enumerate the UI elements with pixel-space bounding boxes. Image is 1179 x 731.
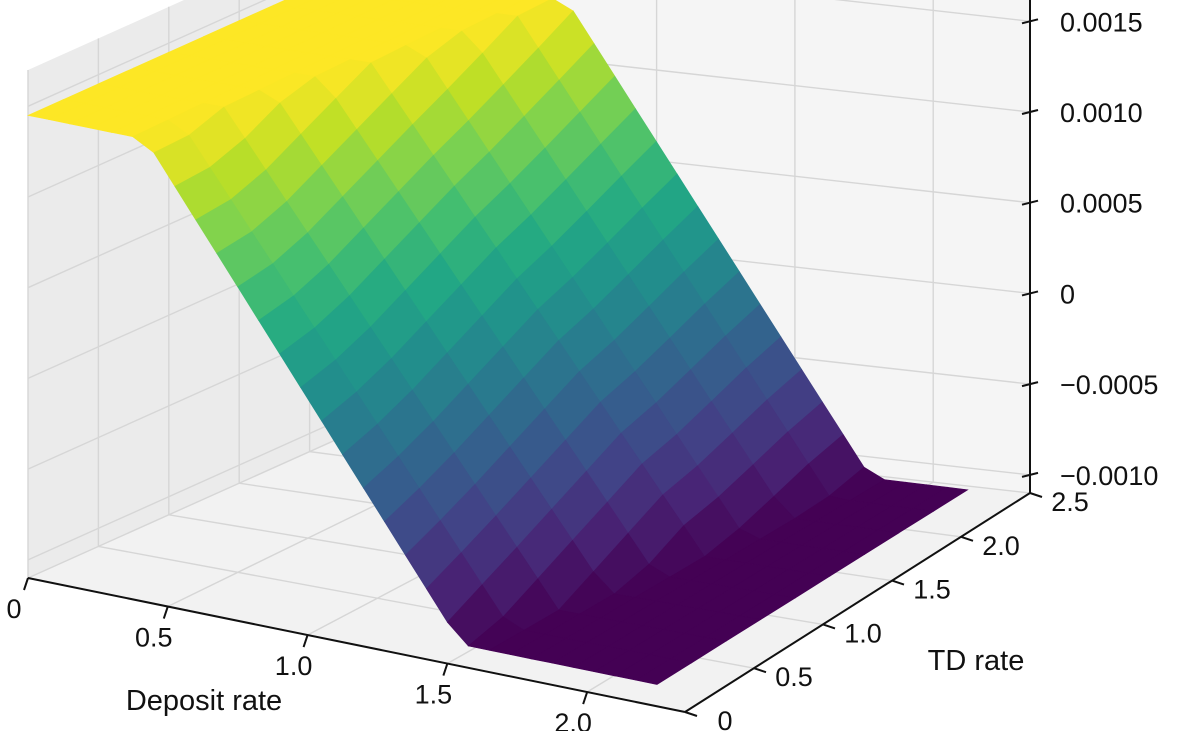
x-tick	[23, 577, 29, 591]
z-tick	[1021, 471, 1039, 478]
y-tick-label: 1.5	[913, 575, 951, 605]
z-tick	[1021, 109, 1039, 115]
y-tick	[960, 535, 974, 542]
surface-plot	[27, 0, 969, 685]
z-tick	[1021, 290, 1039, 297]
y-tick-label: 1.0	[844, 618, 882, 648]
x-axis-line	[27, 577, 686, 713]
x-tick-label: 1.0	[275, 651, 313, 681]
x-tick-label: 2.0	[554, 708, 592, 731]
x-tick-label: 0.5	[135, 623, 173, 653]
axis-lines	[23, 0, 1043, 717]
y-axis-title: TD rate	[928, 645, 1025, 677]
y-tick	[1029, 492, 1043, 498]
y-tick	[684, 711, 698, 717]
z-tick-label: 0.0010	[1060, 98, 1143, 128]
y-tick-label: 2.5	[1051, 487, 1089, 517]
y-axis-line	[684, 492, 1031, 713]
x-tick-label: 1.5	[415, 680, 453, 710]
y-tick	[753, 667, 767, 674]
z-tick-label: 0	[1060, 279, 1075, 309]
z-tick-label: 0.0005	[1060, 189, 1143, 219]
surface-facet	[635, 658, 693, 685]
tick-labels: 0 0.5 1.0 1.5 2.0 0 0.5 1.0 1.5 2.0 2.5−0.0010 −0.0…	[6, 7, 1158, 731]
x-tick	[302, 634, 309, 648]
z-gridline	[27, 0, 1031, 107]
x-axis-title: Deposit rate	[126, 685, 282, 717]
y-tick-label: 2.0	[982, 531, 1020, 561]
z-tick	[1021, 18, 1039, 25]
x-tick	[162, 606, 169, 619]
x-tick	[582, 691, 589, 705]
z-tick-label: −0.0010	[1060, 461, 1158, 491]
z-tick-label: −0.0005	[1060, 370, 1158, 400]
y-tick	[822, 623, 836, 630]
z-tick-label: 0.0015	[1060, 7, 1143, 37]
x-tick-label: 0	[6, 594, 21, 624]
z-tick	[1021, 199, 1039, 206]
x-tick	[442, 663, 449, 676]
y-tick	[891, 579, 905, 586]
y-tick-label: 0	[717, 706, 732, 731]
y-tick-label: 0.5	[775, 662, 813, 692]
z-tick	[1021, 381, 1039, 388]
